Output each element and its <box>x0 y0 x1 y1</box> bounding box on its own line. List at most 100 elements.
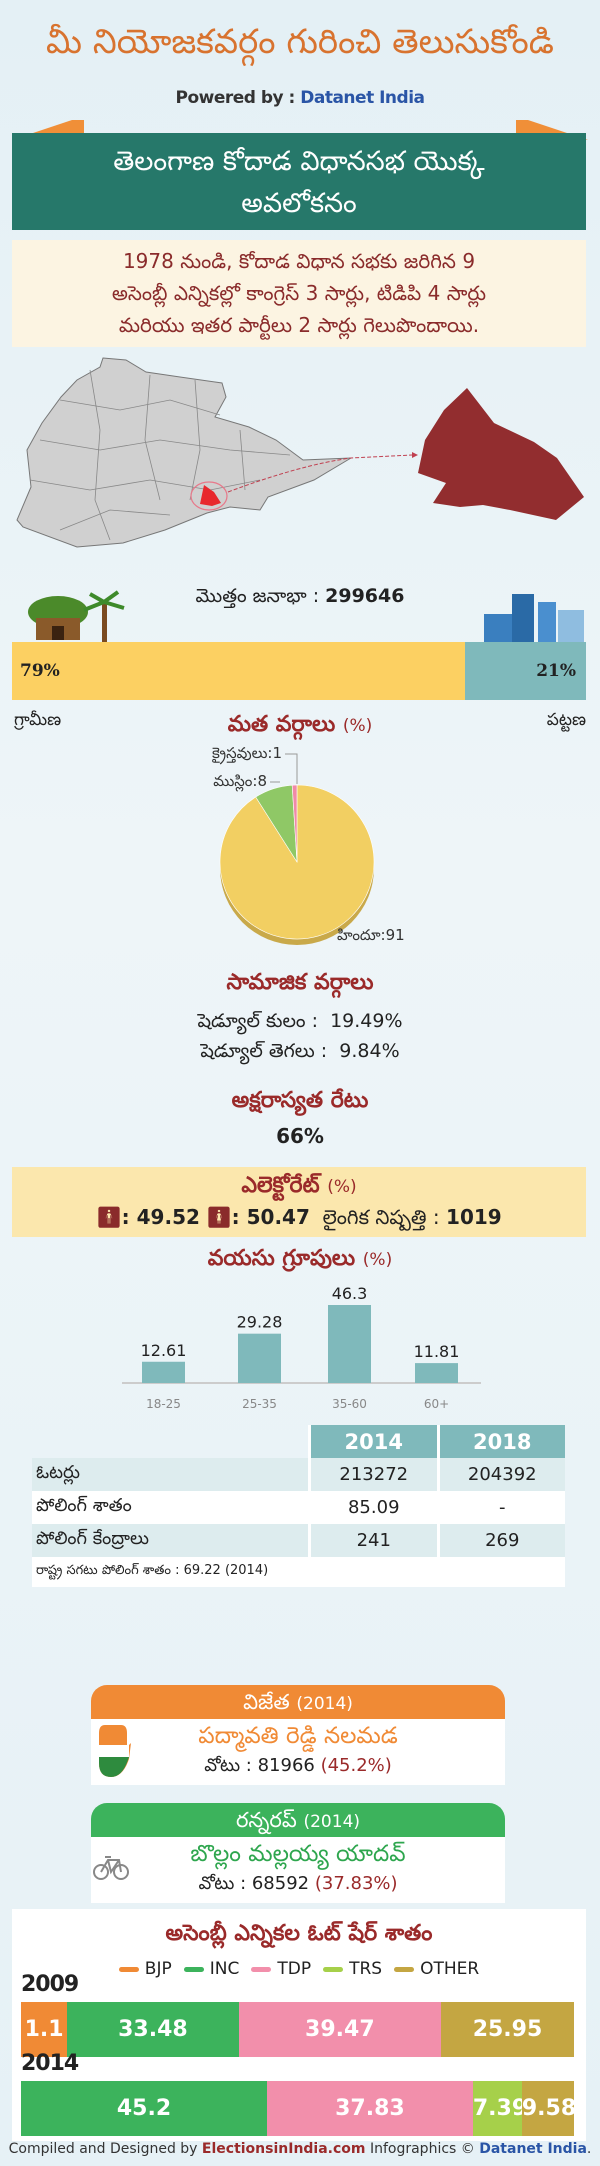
arrow-head-icon <box>412 452 418 458</box>
runnerup-name: బొల్లం మల్లయ్య యాదవ్ <box>190 1841 406 1867</box>
urban-label: పట్టణ <box>546 710 586 730</box>
pie-label-2: క్రైస్తవులు:1 <box>212 744 282 765</box>
legend-item-other: OTHER <box>394 1959 479 1979</box>
overview-banner: తెలంగాణ కోదాడ విధానసభ యొక్క అవలోకనం <box>12 133 586 230</box>
age-tick-label: 18-25 <box>146 1397 181 1410</box>
legend-item-bjp: BJP <box>118 1959 172 1979</box>
winner-header: విజేత (2014) <box>91 1685 505 1719</box>
kodad-zoom-shape <box>418 388 584 520</box>
cell-2018: 269 <box>436 1524 565 1557</box>
share-segment-other-2009: 25.95 <box>441 2002 574 2057</box>
winner-votes: వోటు : 81966 (45.2%) <box>91 1755 505 1780</box>
age-title: వయసు గ్రూపులు (%) <box>0 1246 600 1276</box>
female-percent: : 50.47 <box>231 1205 310 1229</box>
footer-end: . <box>586 2141 592 2157</box>
intro-line-3: మరియు ఇతర పార్టీలు 2 సార్లు గెలుపొందాయి. <box>118 313 480 337</box>
age-tick-label: 25-35 <box>242 1397 277 1410</box>
winner-name: పద్మావతి రెడ్డి నలమడ <box>198 1723 398 1749</box>
runnerup-title: రన్నరప్ <box>235 1808 297 1832</box>
share-segment-inc-2009: 33.48 <box>67 2002 239 2057</box>
runnerup-votes: వోటు : 68592 (37.83%) <box>91 1873 505 1898</box>
powered-label: Powered by : <box>175 88 301 108</box>
population-label: మొత్తం జనాభా : <box>195 585 326 607</box>
footer-prefix: Compiled and Designed by <box>8 2141 202 2157</box>
literacy-title: అక్షరాస్యత రేటు <box>231 1088 369 1113</box>
age-bar-35-60 <box>328 1305 371 1383</box>
footer-datanet-brand: Datanet India <box>479 2141 587 2157</box>
age-bar-60+ <box>415 1363 458 1383</box>
religion-title-text: మత వర్గాలు <box>227 712 336 737</box>
cell-2018: 204392 <box>436 1458 565 1491</box>
city-buildings-icon <box>484 594 584 642</box>
kodad-constituency <box>200 485 221 506</box>
year-label-2014: 2014 <box>21 2051 79 2076</box>
age-bar-value: 11.81 <box>414 1342 460 1361</box>
datanet-brand: Datanet India <box>300 88 425 108</box>
cell-2014: 85.09 <box>308 1491 437 1524</box>
share-segment-inc-2014: 45.2 <box>21 2081 267 2136</box>
winner-votes-count: వోటు : 81966 <box>204 1755 321 1776</box>
electorate-box: ఎలెక్టోరేట్ (%) 🚹︎: 49.52 🚺︎: 50.47 లైంగ… <box>12 1167 586 1237</box>
urban-segment: 21% <box>465 642 586 700</box>
legend-swatch <box>183 1966 204 1972</box>
telangana-map <box>16 357 352 548</box>
winner-body: పద్మావతి రెడ్డి నలమడ వోటు : 81966 (45.2%… <box>91 1719 505 1785</box>
runnerup-votes-count: వోటు : 68592 <box>198 1873 315 1894</box>
share-segment-other-2014: 9.58 <box>521 2081 576 2136</box>
footer-mid: Infographics © <box>365 2141 480 2157</box>
footer-elections-brand: ElectionsinIndia.com <box>201 2141 366 2157</box>
legend-label: OTHER <box>420 1959 480 1979</box>
share-segment-trs-2014: 7.39 <box>472 2081 527 2136</box>
st-label: షెడ్యూల్ తెగలు : <box>200 1040 328 1062</box>
religion-pie-chart: హిందూ:91 ముస్లిం:8 క్రైస్తవులు:1 <box>212 744 405 945</box>
winner-year: (2014) <box>296 1694 353 1714</box>
runnerup-votes-percent: (37.83%) <box>314 1873 398 1894</box>
intro-line-2: అసెంబ్లీ ఎన్నికల్లో కాంగ్రెస్ 3 సార్లు, … <box>111 281 487 305</box>
village-hut-icon <box>28 590 125 642</box>
winner-title: విజేత <box>243 1690 290 1714</box>
total-population: మొత్తం జనాభా : 299646 <box>0 585 600 612</box>
row-label: ఓటర్లు <box>32 1458 308 1491</box>
vote-share-legend: BJP INC TDP TRS OTHER <box>12 1959 586 1979</box>
age-bar-value: 12.61 <box>141 1341 187 1360</box>
age-tick-label: 60+ <box>424 1397 449 1410</box>
powered-by: Powered by : Datanet India <box>0 88 600 108</box>
religion-unit: (%) <box>342 716 373 736</box>
zoom-arrow <box>227 454 413 493</box>
state-average-note: రాష్ట్ర సగటు పోలింగ్ శాతం : 69.22 (2014) <box>32 1557 565 1587</box>
footer: Compiled and Designed by ElectionsinIndi… <box>0 2141 600 2157</box>
urban-percent: 21% <box>536 661 576 681</box>
age-bar-25-35 <box>238 1333 281 1383</box>
male-icon: 🚹︎ <box>96 1205 122 1229</box>
table-note-row: రాష్ట్ర సగటు పోలింగ్ శాతం : 69.22 (2014) <box>32 1557 565 1587</box>
legend-item-tdp: TDP <box>251 1959 311 1979</box>
age-tick-label: 35-60 <box>332 1397 367 1410</box>
banner-line-2: అవలోకనం <box>241 188 357 219</box>
runnerup-card: రన్నరప్ (2014) బొల్లం మల్లయ్య యాదవ్ వోటు… <box>91 1803 505 1903</box>
pie-slice-2 <box>291 784 298 863</box>
sc-label: షెడ్యూల్ కులం : <box>197 1010 318 1032</box>
rural-segment: 79% <box>12 642 466 700</box>
rural-percent: 79% <box>20 661 60 681</box>
header-2014: 2014 <box>308 1425 437 1458</box>
legend-swatch <box>323 1966 344 1972</box>
legend-label: TRS <box>349 1959 383 1979</box>
legend-label: BJP <box>144 1959 172 1979</box>
electorate-row: 🚹︎: 49.52 🚺︎: 50.47 లైంగిక నిష్పత్తి : 1… <box>12 1205 586 1234</box>
pie-leader-line <box>285 753 298 784</box>
electorate-unit: (%) <box>327 1177 357 1197</box>
cell-2018: - <box>436 1491 565 1524</box>
vote-share-panel: అసెంబ్లీ ఎన్నికల ఓట్ షేర్ శాతం BJP INC TDP… <box>12 1909 586 2141</box>
sex-ratio-label: లైంగిక నిష్పత్తి : <box>322 1205 440 1229</box>
age-title-text: వయసు గ్రూపులు <box>207 1246 356 1271</box>
sc-row: షెడ్యూల్ కులం : 19.49% <box>0 1010 600 1037</box>
year-label-2009: 2009 <box>21 1972 79 1997</box>
legend-swatch <box>251 1966 272 1972</box>
rural-urban-bar: 79% 21% <box>12 642 586 700</box>
pie-label-0: హిందూ:91 <box>337 926 405 944</box>
male-percent: : 49.52 <box>121 1205 200 1229</box>
page-title: మీ నియోజకవర్గం గురించి తెలుసుకోండి <box>46 22 554 62</box>
literacy-value: 66% <box>276 1124 324 1148</box>
share-segment-tdp-2014: 37.83 <box>266 2081 473 2136</box>
row-label: పోలింగ్ శాతం <box>32 1491 308 1524</box>
